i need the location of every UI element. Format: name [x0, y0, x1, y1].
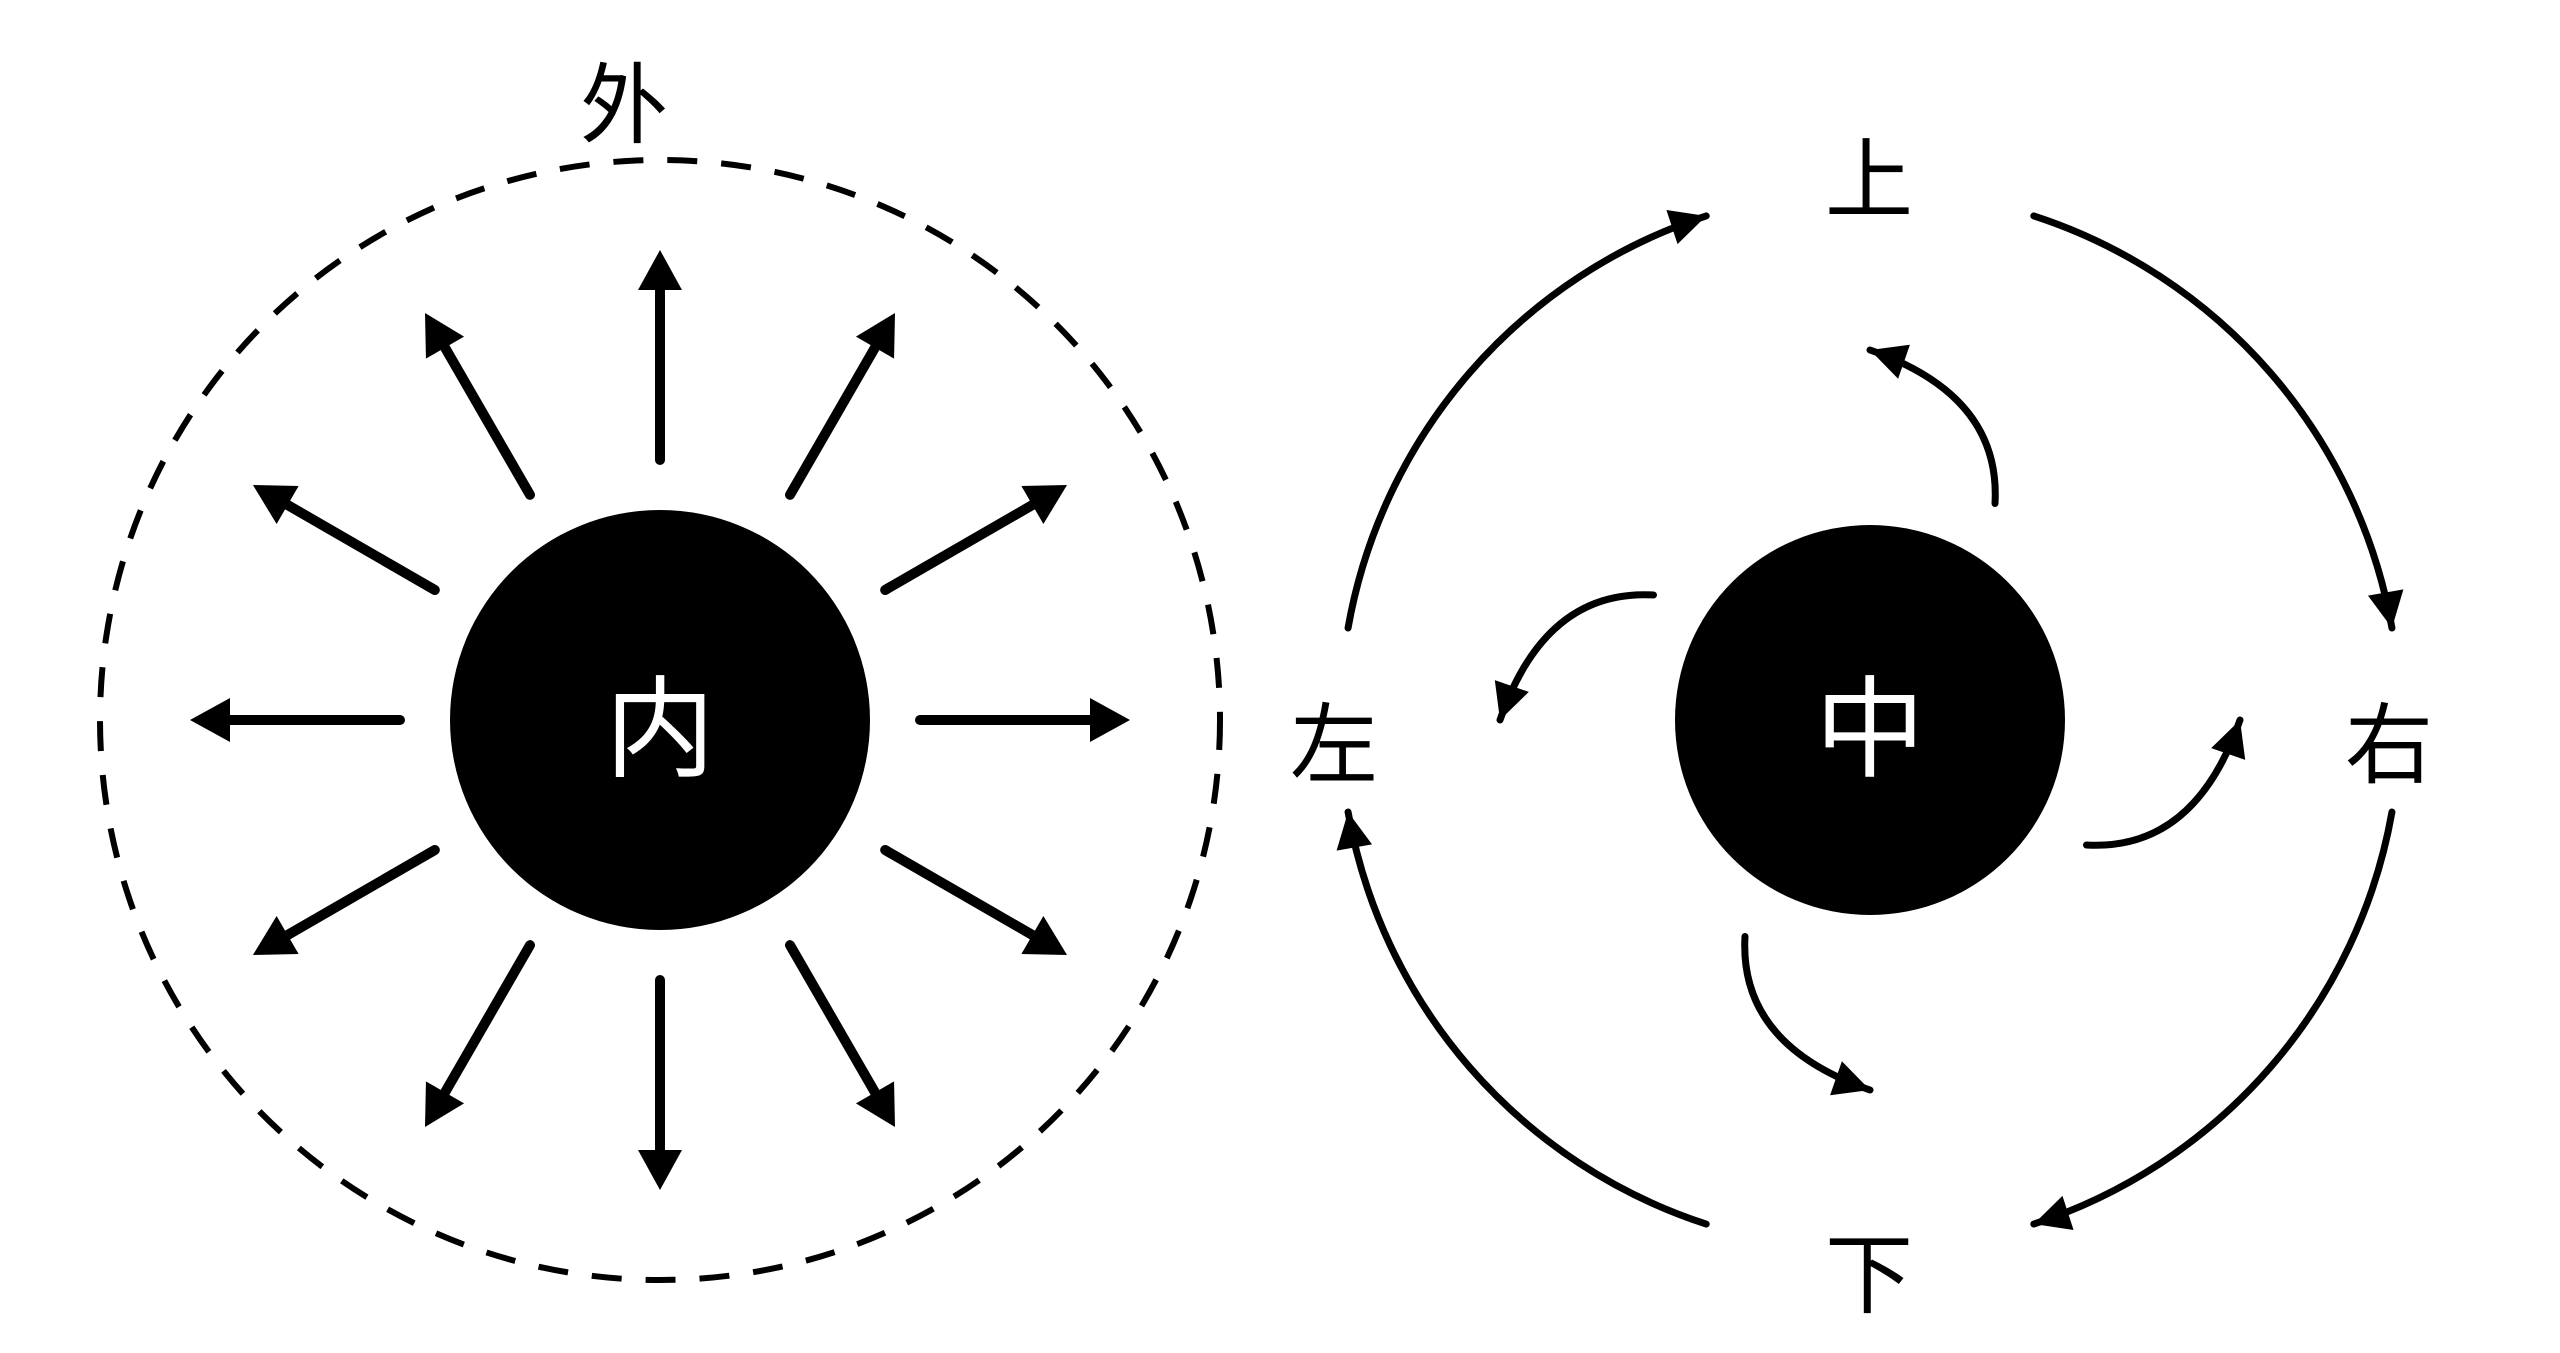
radial-arrowhead [190, 698, 230, 742]
outer-arc [2034, 216, 2392, 628]
radial-arrow-shaft [885, 503, 1036, 590]
label-right: 右 [2345, 675, 2433, 802]
label-up: 上 [1825, 110, 1913, 237]
inner-curved-arrowhead [1870, 345, 1910, 379]
radial-arrow-shaft [443, 945, 530, 1096]
radial-arrowhead [638, 250, 682, 290]
diagram-canvas [0, 0, 2560, 1353]
label-center: 中 [1815, 640, 1925, 800]
inner-curved-arrowhead [1495, 680, 1529, 720]
outer-arc [1348, 812, 1706, 1224]
label-inner: 内 [605, 640, 715, 800]
label-outer: 外 [580, 35, 668, 162]
inner-curved-arrowhead [2211, 720, 2245, 760]
outer-arc-arrowhead [2368, 589, 2403, 628]
outer-arc-arrowhead [1337, 812, 1372, 851]
radial-arrowhead [638, 1150, 682, 1190]
outer-arc-arrowhead [1666, 210, 1706, 244]
outer-arc-arrowhead [2034, 1196, 2074, 1230]
outer-arc [1348, 216, 1706, 628]
radial-arrowhead [1090, 698, 1130, 742]
radial-arrow-shaft [790, 344, 877, 495]
inner-curved-arrowhead [1830, 1061, 1870, 1095]
outer-arc [2034, 812, 2392, 1224]
inner-curved-arrow [1500, 595, 1653, 720]
label-left: 左 [1290, 675, 1378, 802]
radial-arrow-shaft [790, 945, 877, 1096]
label-down: 下 [1825, 1205, 1913, 1332]
radial-arrow-shaft [885, 850, 1036, 937]
inner-curved-arrow [2087, 720, 2240, 845]
radial-arrow-shaft [443, 344, 530, 495]
radial-arrow-shaft [284, 503, 435, 590]
inner-curved-arrow [1870, 350, 1995, 503]
radial-arrow-shaft [284, 850, 435, 937]
inner-curved-arrow [1745, 937, 1870, 1090]
